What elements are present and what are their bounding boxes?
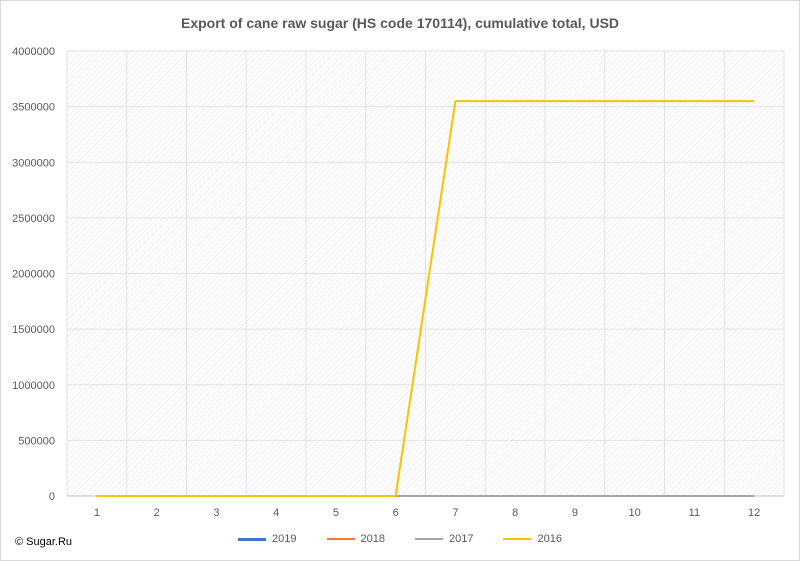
x-tick-label: 2 xyxy=(154,507,160,519)
series-lines xyxy=(96,100,755,497)
x-tick-label: 5 xyxy=(333,507,339,519)
y-tick-label: 1500000 xyxy=(12,324,55,336)
x-tick-label: 7 xyxy=(452,507,458,519)
y-tick-label: 3500000 xyxy=(12,102,55,114)
legend-swatch-2016 xyxy=(503,538,532,540)
copyright-text: © Sugar.Ru xyxy=(15,536,73,548)
y-tick-label: 1000000 xyxy=(12,380,55,392)
legend-label-2018: 2018 xyxy=(360,533,385,545)
legend-label-2019: 2019 xyxy=(272,533,297,545)
x-tick-label: 3 xyxy=(213,507,219,519)
legend-item-2018: 2018 xyxy=(326,533,385,545)
x-tick-label: 10 xyxy=(629,507,641,519)
y-tick-label: 0 xyxy=(49,491,55,503)
legend-swatch-2017 xyxy=(415,538,443,540)
chart-title: Export of cane raw sugar (HS code 170114… xyxy=(180,15,620,31)
legend-item-2017: 2017 xyxy=(415,533,473,545)
x-tick-label: 8 xyxy=(512,507,518,519)
y-tick-label: 3000000 xyxy=(12,157,55,169)
legend-label-2017: 2017 xyxy=(449,533,474,545)
legend-swatch-2018 xyxy=(326,538,355,540)
legend-item-2019: 2019 xyxy=(238,533,297,545)
chart-plot: 0 500000 1000000 1500000 2000000 2500000 30000… xyxy=(12,46,785,519)
x-tick-label: 9 xyxy=(572,507,578,519)
legend-item-2016: 2016 xyxy=(503,533,562,545)
x-tick-label: 11 xyxy=(689,507,700,519)
y-tick-label: 2500000 xyxy=(12,213,55,225)
x-tick-label: 12 xyxy=(748,507,760,519)
x-tick-label: 4 xyxy=(273,507,279,519)
legend: 2019 2018 2017 2016 xyxy=(1,533,799,545)
y-tick-label: 500000 xyxy=(18,435,55,447)
x-tick-label: 1 xyxy=(94,507,100,519)
legend-label-2016: 2016 xyxy=(537,533,562,545)
y-tick-label: 2000000 xyxy=(12,269,55,281)
y-axis-tick-labels: 0 500000 1000000 1500000 2000000 2500000 30000… xyxy=(12,46,55,503)
x-tick-label: 6 xyxy=(393,507,399,519)
legend-swatch-2019 xyxy=(238,537,267,541)
y-tick-label: 4000000 xyxy=(12,46,55,58)
x-axis-tick-labels: 1 2 3 4 5 6 7 8 9 10 11 12 xyxy=(94,507,760,519)
series-line-2016 xyxy=(96,100,755,497)
